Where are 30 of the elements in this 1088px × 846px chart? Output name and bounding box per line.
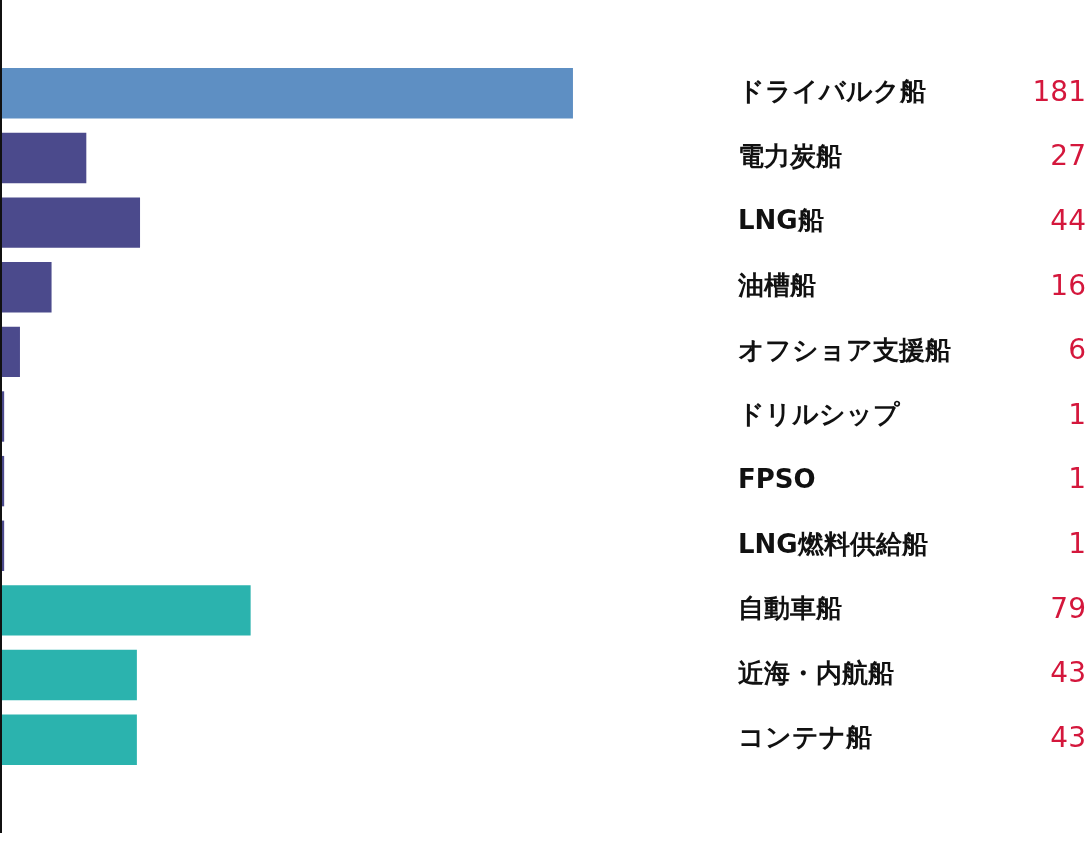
bar [1,714,137,765]
bar [1,585,251,636]
y-tick-label: ドリルシップ [738,399,901,430]
y-tick-label: LNG船 [738,205,824,236]
data-label: 43 [1050,720,1086,754]
y-tick-label: コンテナ船 [738,722,872,753]
y-tick-label: LNG燃料供給船 [738,528,928,559]
y-tick-label: ドライバルク船 [738,76,926,107]
bar [1,649,137,701]
y-tick-label: 電力炭船 [738,140,842,171]
data-label: 1 [1068,527,1086,561]
bar [1,68,573,119]
data-label: 16 [1050,268,1086,302]
data-label: 79 [1050,591,1086,625]
data-label: 43 [1050,656,1086,690]
y-tick-label: 自動車船 [738,593,842,624]
data-label: 27 [1050,139,1086,173]
data-label: 181 [1032,74,1086,108]
y-tick-label: 近海・内航船 [738,657,894,688]
bar [1,326,20,378]
bar [1,197,141,248]
y-tick-label: オフショア支援船 [738,334,951,365]
bar [1,132,87,184]
y-tick-label: FPSO [738,463,816,494]
data-label: 44 [1050,203,1086,237]
bar [1,262,52,313]
y-tick-label: 油槽船 [737,269,816,300]
data-label: 1 [1068,397,1086,431]
data-label: 1 [1068,462,1086,496]
data-label: 6 [1068,333,1086,367]
